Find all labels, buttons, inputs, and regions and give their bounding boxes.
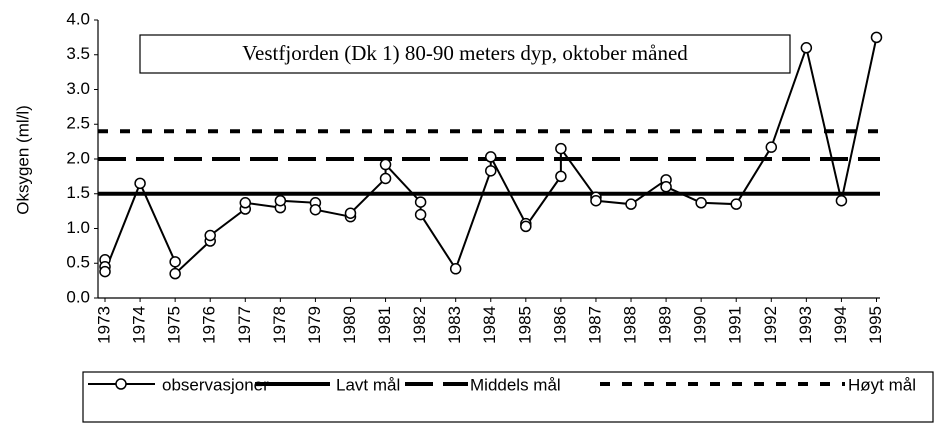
x-tick-label: 1992 bbox=[761, 306, 780, 344]
data-point bbox=[379, 158, 392, 171]
x-tick-label: 1973 bbox=[94, 306, 113, 344]
data-point bbox=[520, 220, 532, 233]
x-tick-label: 1974 bbox=[130, 306, 149, 344]
x-tick-label: 1988 bbox=[621, 306, 640, 344]
x-tick-label: 1994 bbox=[831, 306, 850, 344]
x-tick-label: 1991 bbox=[726, 306, 745, 344]
data-point bbox=[660, 181, 672, 193]
data-point bbox=[379, 172, 392, 185]
x-tick-label: 1987 bbox=[585, 306, 604, 344]
data-point bbox=[134, 177, 146, 190]
y-axis-label: Oksygen (ml/l) bbox=[13, 105, 32, 215]
x-tick-label: 1983 bbox=[445, 306, 464, 344]
data-point bbox=[555, 170, 567, 183]
data-point bbox=[274, 194, 287, 207]
x-tick-label: 1984 bbox=[480, 306, 499, 344]
x-tick-label: 1986 bbox=[550, 306, 569, 344]
y-tick-label: 3.0 bbox=[66, 79, 90, 98]
data-point bbox=[870, 31, 883, 44]
y-tick-label: 0.0 bbox=[66, 287, 90, 306]
x-tick-label: 1995 bbox=[866, 306, 885, 344]
x-tick-label: 1982 bbox=[410, 306, 429, 344]
data-point bbox=[414, 208, 427, 221]
data-point bbox=[344, 207, 357, 219]
data-point bbox=[835, 194, 848, 207]
legend-box bbox=[82, 371, 934, 423]
y-tick-label: 3.5 bbox=[66, 44, 90, 63]
x-tick-label: 1990 bbox=[691, 306, 710, 344]
data-point bbox=[169, 256, 181, 268]
legend-label: Middels mål bbox=[470, 375, 561, 394]
y-tick-label: 1.0 bbox=[66, 218, 90, 237]
data-point bbox=[449, 263, 462, 275]
legend-label: Lavt mål bbox=[336, 375, 400, 394]
x-tick-label: 1981 bbox=[375, 306, 394, 344]
data-point bbox=[800, 42, 813, 54]
y-tick-label: 2.5 bbox=[66, 114, 90, 133]
data-point bbox=[695, 197, 707, 209]
x-tick-label: 1993 bbox=[796, 306, 815, 344]
legend-label: Høyt mål bbox=[848, 375, 916, 394]
data-point bbox=[239, 197, 252, 209]
y-tick-label: 1.5 bbox=[66, 183, 90, 202]
data-point bbox=[765, 141, 778, 153]
data-point bbox=[309, 203, 322, 216]
data-point bbox=[555, 142, 567, 155]
x-tick-label: 1980 bbox=[340, 306, 359, 344]
x-tick-label: 1978 bbox=[270, 306, 289, 344]
y-tick-label: 0.5 bbox=[66, 253, 90, 272]
x-tick-label: 1989 bbox=[656, 306, 675, 344]
chart-title: Vestfjorden (Dk 1) 80-90 meters dyp, okt… bbox=[242, 41, 688, 65]
data-point bbox=[730, 198, 742, 210]
x-tick-label: 1975 bbox=[165, 306, 184, 344]
data-point bbox=[99, 265, 111, 278]
data-point bbox=[414, 196, 427, 208]
legend-swatch-marker bbox=[115, 378, 127, 390]
data-point bbox=[625, 198, 637, 210]
y-tick-label: 2.0 bbox=[66, 148, 90, 167]
data-point bbox=[485, 165, 497, 177]
x-tick-label: 1985 bbox=[515, 306, 534, 344]
title-box bbox=[139, 34, 791, 74]
x-tick-label: 1977 bbox=[235, 306, 254, 344]
x-tick-label: 1976 bbox=[200, 306, 219, 344]
data-point bbox=[204, 229, 216, 242]
x-tick-label: 1979 bbox=[305, 306, 324, 344]
y-tick-label: 4.0 bbox=[66, 9, 90, 28]
data-point bbox=[169, 267, 181, 280]
legend-label: observasjoner bbox=[162, 375, 269, 394]
data-point bbox=[590, 194, 602, 207]
data-point bbox=[485, 151, 497, 163]
